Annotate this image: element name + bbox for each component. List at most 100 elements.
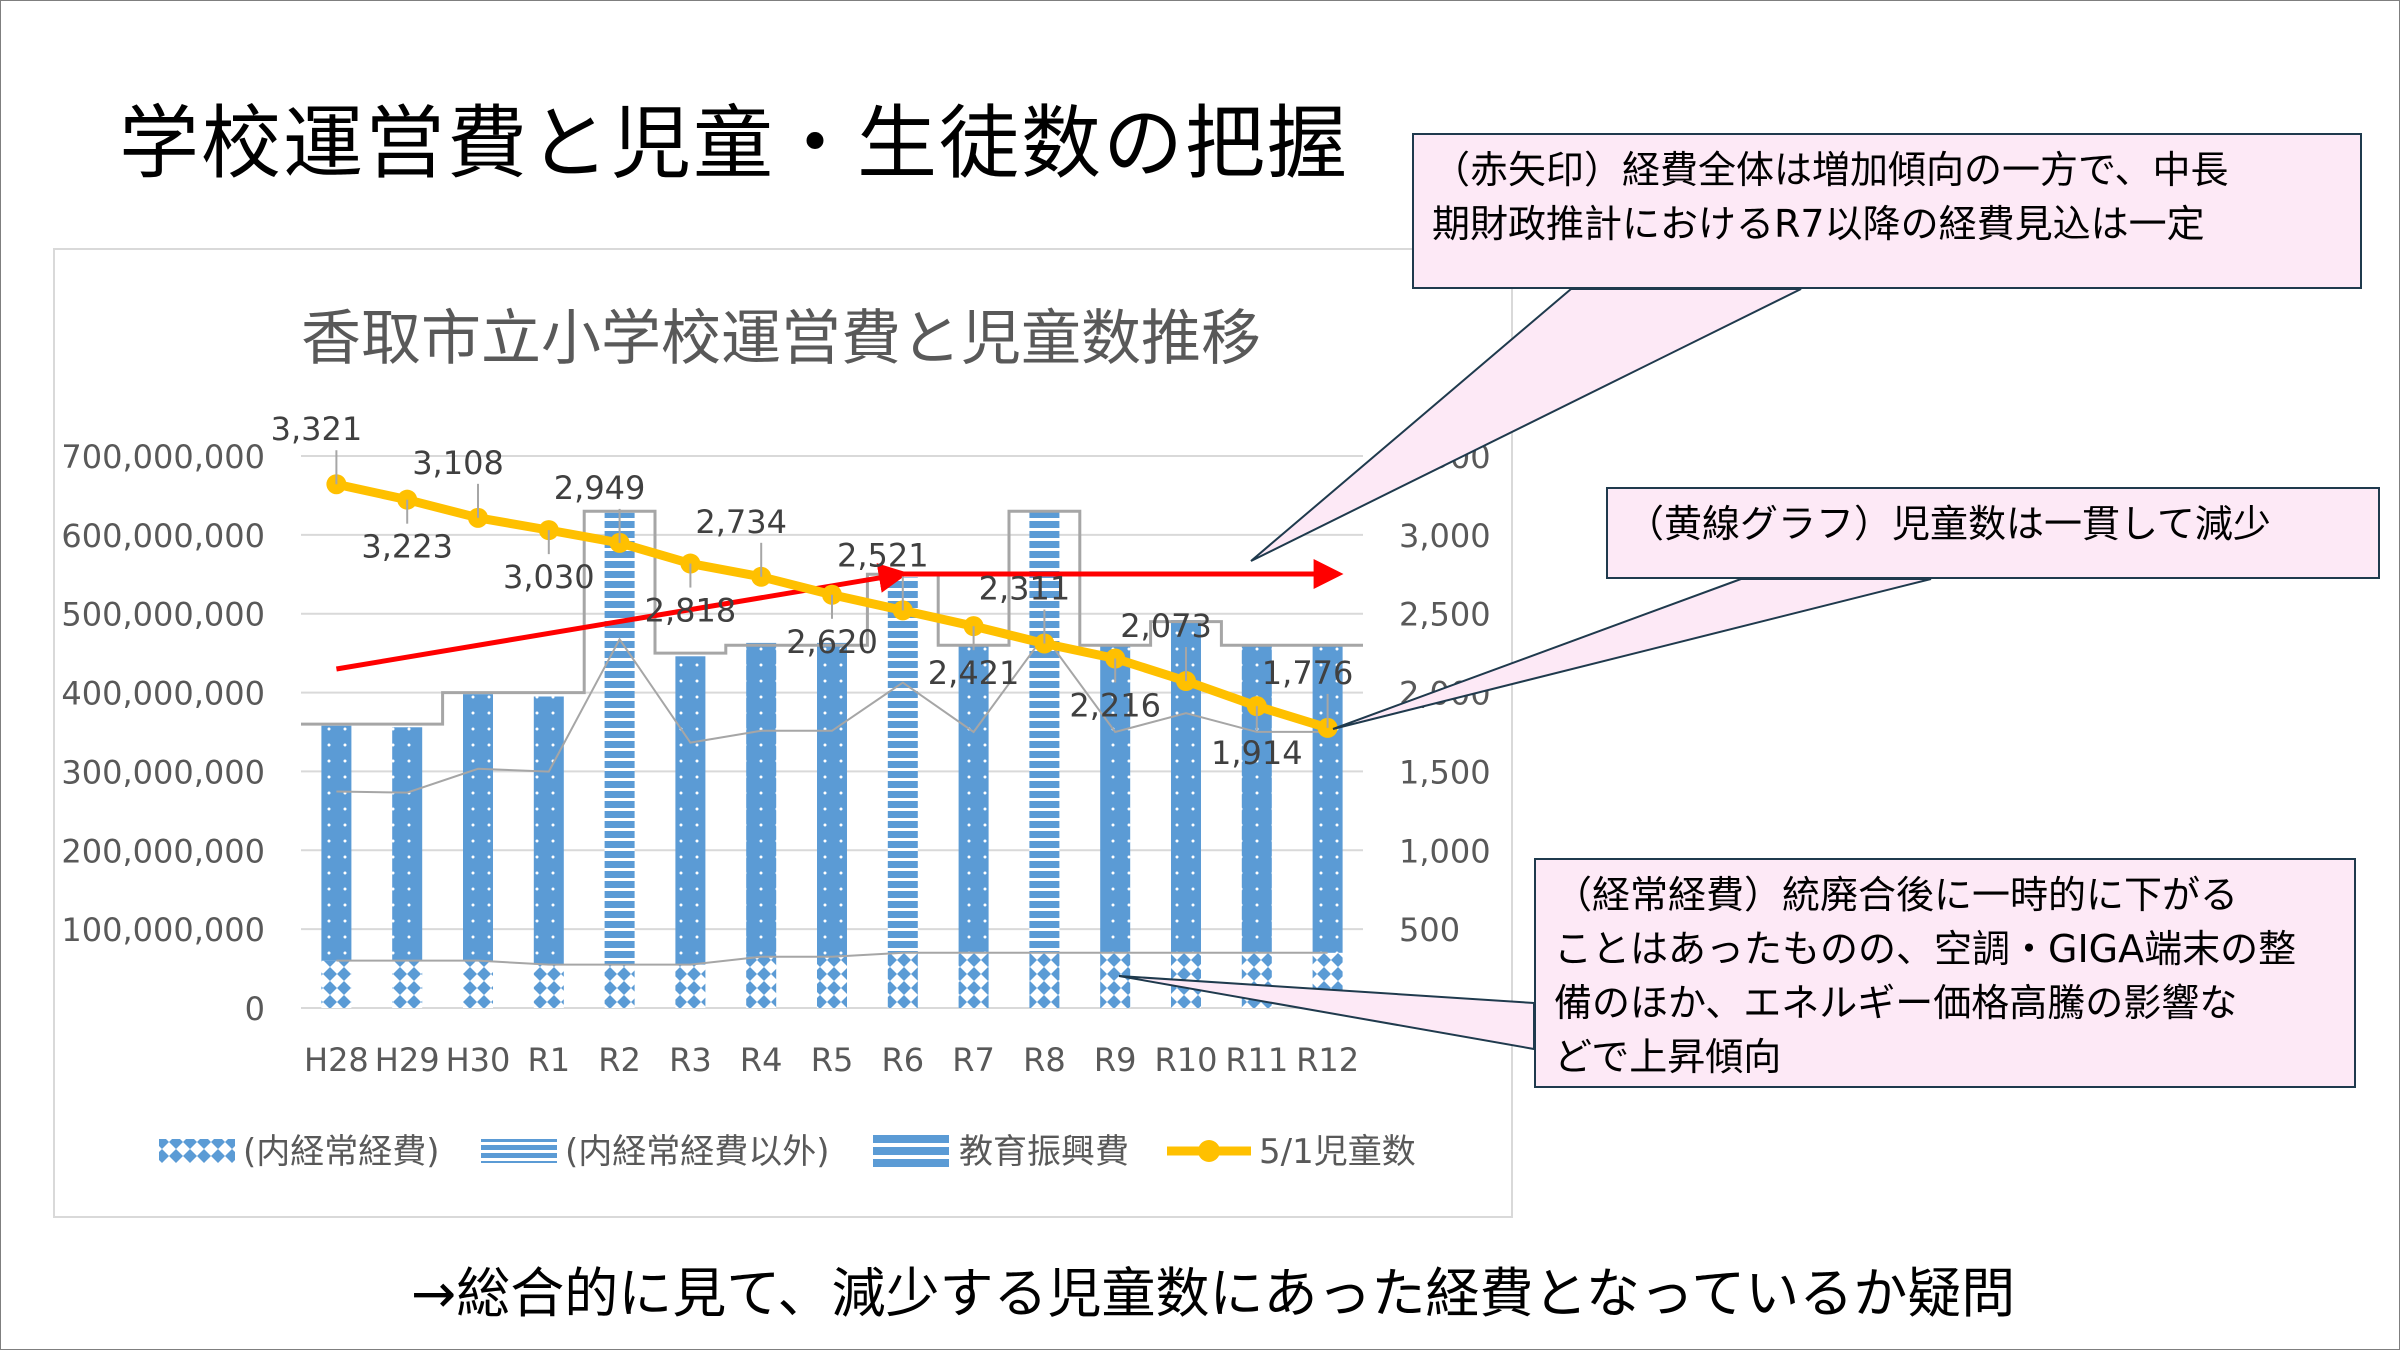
x-tick-label: H30 xyxy=(446,1041,511,1079)
pupil-count-label: 3,030 xyxy=(503,558,595,596)
y-left-tick-label: 0 xyxy=(245,990,265,1028)
chart-title: 香取市立小学校運営費と児童数推移 xyxy=(301,304,1261,374)
x-tick-label: R4 xyxy=(740,1041,783,1079)
bar-recurring-cost xyxy=(463,960,493,1008)
bottom-conclusion: →総合的に見て、減少する児童数にあった経費となっているか疑問 xyxy=(411,1262,2016,1325)
callout-line: （赤矢印）経費全体は増加傾向の一方で、中長 xyxy=(1432,148,2229,192)
x-tick-label: R1 xyxy=(528,1041,571,1079)
x-tick-label: R7 xyxy=(952,1041,995,1079)
callout-line: （経常経費）統廃合後に一時的に下がる xyxy=(1554,873,2239,917)
bar-recurring-cost xyxy=(746,956,777,1008)
x-tick-label: R3 xyxy=(669,1041,712,1079)
callout-pointer-yellow-line xyxy=(1332,578,1932,730)
pupil-count-label: 1,914 xyxy=(1211,734,1303,772)
pupil-count-label: 2,073 xyxy=(1120,607,1212,645)
x-tick-label: R2 xyxy=(598,1041,641,1079)
bar-recurring-cost xyxy=(817,956,847,1008)
bar-recurring-cost xyxy=(958,952,989,1008)
pupil-count-label: 2,421 xyxy=(928,654,1020,692)
y-left-tick-label: 500,000,000 xyxy=(61,596,265,634)
pupil-count-label: 3,108 xyxy=(412,444,504,482)
bar-non-recurring-cost xyxy=(1312,646,1343,953)
bar-recurring-cost xyxy=(533,964,564,1008)
x-tick-label: R6 xyxy=(882,1041,925,1079)
education-cost-line xyxy=(301,509,1363,966)
y-right-tick-label: 500 xyxy=(1399,911,1460,949)
bar-non-recurring-cost xyxy=(604,512,635,965)
y-right-tick-label: 1,500 xyxy=(1399,753,1491,791)
pupil-count-label: 3,223 xyxy=(361,528,453,566)
recurring-cost-line xyxy=(336,951,1328,966)
bar-non-recurring-cost xyxy=(392,727,423,961)
x-tick-label: H29 xyxy=(375,1041,440,1079)
bar-non-recurring-cost xyxy=(675,656,706,965)
y-left-tick-label: 400,000,000 xyxy=(61,675,265,713)
pupil-count-label: 1,776 xyxy=(1262,654,1354,692)
y-right-tick-label: 2,500 xyxy=(1399,596,1491,634)
legend-swatch-non-recurring xyxy=(481,1139,557,1163)
legend: (内経常経費) (内経常経費以外) 教育振興費 5/1児童数 xyxy=(159,1132,1416,1172)
pupil-count-labels: 3,321 3,223 3,108 3,030 2,949 2,818 2,734 2,620… xyxy=(271,410,1354,772)
bar-non-recurring-cost xyxy=(817,642,847,957)
x-tick-label: H28 xyxy=(304,1041,369,1079)
bar-recurring-cost xyxy=(887,952,918,1008)
x-tick-label: R9 xyxy=(1094,1041,1137,1079)
callout-pointers xyxy=(1118,288,1932,1051)
legend-label: 教育振興費 xyxy=(959,1132,1129,1172)
callout-line: （黄線グラフ）児童数は一貫して減少 xyxy=(1626,502,2271,546)
y-left-tick-label: 100,000,000 xyxy=(61,911,265,949)
callout-recurring-cost-note: （経常経費）統廃合後に一時的に下がる ことはあったものの、空調・GIGA端末の整… xyxy=(1534,858,2356,1088)
pupil-count-label: 3,321 xyxy=(271,410,363,448)
callout-pointer-red-arrow xyxy=(1250,288,1802,562)
y-right-tick-label: 3,000 xyxy=(1399,517,1491,555)
bar-recurring-cost xyxy=(675,964,706,1008)
bar-recurring-cost xyxy=(1100,952,1131,1008)
pupil-count-label: 2,818 xyxy=(645,592,737,630)
bar-recurring-cost xyxy=(392,960,423,1008)
legend-swatch-education xyxy=(873,1147,949,1155)
y-left-tick-label: 600,000,000 xyxy=(61,517,265,555)
legend-label: 5/1児童数 xyxy=(1259,1132,1416,1172)
legend-swatch-education xyxy=(873,1135,949,1143)
legend-swatch-pupil-marker xyxy=(1198,1140,1220,1162)
bar-non-recurring-cost xyxy=(1029,511,1060,953)
callout-line: ことはあったものの、空調・GIGA端末の整 xyxy=(1554,927,2297,971)
callout-red-arrow-note: （赤矢印）経費全体は増加傾向の一方で、中長 期財政推計におけるR7以降の経費見込… xyxy=(1412,133,2362,289)
pupil-count-label: 2,620 xyxy=(786,623,878,661)
bar-non-recurring-cost xyxy=(1100,646,1131,953)
y-right-tick-label: 1,000 xyxy=(1399,832,1491,870)
slide-title: 学校運営費と児童・生徒数の把握 xyxy=(119,97,1349,190)
y-left-axis: 0 100,000,000 200,000,000 300,000,000 400,00… xyxy=(61,438,265,1028)
x-tick-label: R11 xyxy=(1225,1041,1288,1079)
y-left-tick-label: 300,000,000 xyxy=(61,753,265,791)
legend-swatch-recurring xyxy=(159,1139,235,1163)
legend-label: (内経常経費) xyxy=(243,1132,440,1172)
pupil-count-label: 2,521 xyxy=(837,536,929,574)
callout-line: 期財政推計におけるR7以降の経費見込は一定 xyxy=(1432,202,2205,246)
x-tick-label: R8 xyxy=(1023,1041,1066,1079)
legend-label: (内経常経費以外) xyxy=(565,1132,830,1172)
bar-non-recurring-cost xyxy=(887,577,918,953)
education-cost-subline xyxy=(336,633,1328,794)
callout-line: 備のほか、エネルギー価格高騰の影響な xyxy=(1554,981,2238,1025)
bar-recurring-cost xyxy=(1029,952,1060,1008)
legend-swatch-education xyxy=(873,1159,949,1167)
pupil-count-label: 2,311 xyxy=(979,570,1071,608)
bar-non-recurring-cost xyxy=(1241,646,1272,953)
bar-non-recurring-cost xyxy=(321,725,352,961)
bar-non-recurring-cost xyxy=(746,642,777,957)
pupil-count-label: 2,216 xyxy=(1069,687,1161,725)
y-left-tick-label: 700,000,000 xyxy=(61,438,265,476)
x-tick-label: R12 xyxy=(1296,1041,1359,1079)
x-tick-label: R10 xyxy=(1155,1041,1218,1079)
bar-non-recurring-cost xyxy=(463,694,493,961)
bar-non-recurring-cost xyxy=(958,646,989,953)
bar-non-recurring-cost xyxy=(533,696,564,965)
x-axis: H28 H29 H30 R1 R2 R3 R4 R5 R6 R7 R8 R9 R10 R11 R12 xyxy=(304,1041,1359,1079)
education-cost-series xyxy=(301,509,1363,726)
pupil-count-label: 2,949 xyxy=(554,469,646,507)
callout-line: どで上昇傾向 xyxy=(1554,1035,1782,1079)
